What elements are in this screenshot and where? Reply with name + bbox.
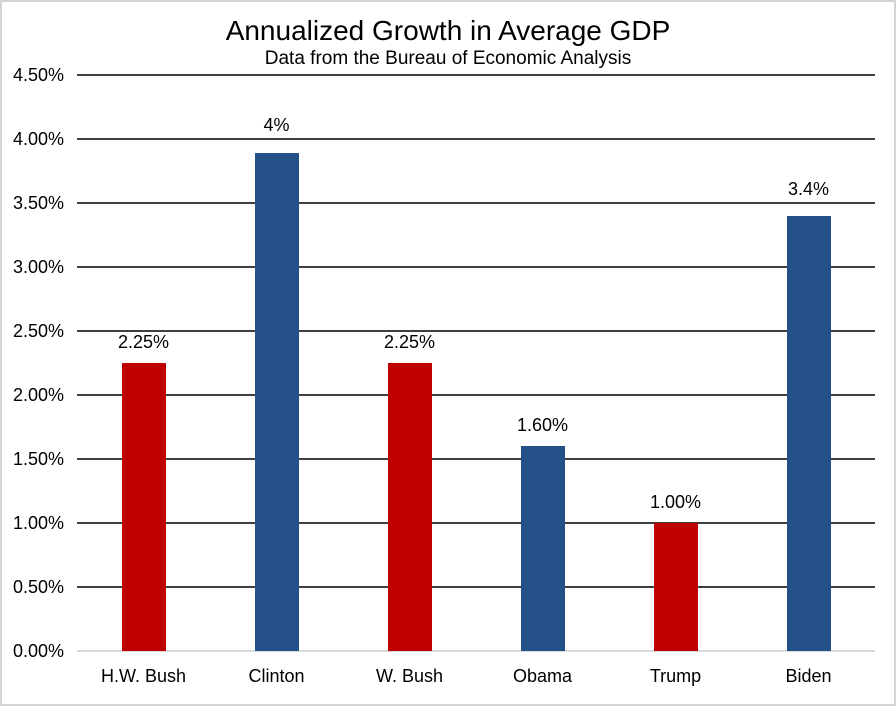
bar-value-label: 3.4% (787, 179, 830, 199)
gridline (77, 330, 875, 332)
bar (387, 363, 432, 651)
bar-value-label: 4% (263, 115, 290, 135)
gridline (77, 138, 875, 140)
x-axis-category-label: W. Bush (375, 666, 444, 686)
x-axis-category-label: H.W. Bush (100, 666, 187, 686)
bar (254, 153, 299, 651)
y-axis-tick-label: 1.50% (12, 449, 64, 469)
chart-subtitle: Data from the Bureau of Economic Analysi… (264, 48, 632, 69)
bar (520, 446, 565, 651)
y-axis-tick-label: 0.50% (12, 577, 64, 597)
y-axis-tick-label: 4.50% (12, 65, 64, 85)
gridline (77, 586, 875, 588)
x-axis-baseline (77, 650, 875, 652)
x-axis-category-label: Trump (649, 666, 702, 686)
bar-value-label: 1.00% (649, 492, 702, 512)
gridline (77, 394, 875, 396)
gridline (77, 266, 875, 268)
x-axis: H.W. Bush Clinton W. Bush Obama Trump Biden (77, 651, 875, 695)
bar (786, 215, 831, 651)
y-axis-tick-label: 4.00% (12, 129, 64, 149)
x-axis-category-label: Clinton (248, 666, 305, 686)
bar (121, 363, 166, 651)
x-axis-category-label: Obama (512, 666, 573, 686)
y-axis-tick-label: 3.50% (12, 193, 64, 213)
x-axis-category-label: Biden (785, 666, 832, 686)
y-axis-tick-label: 0.00% (12, 641, 64, 661)
bar-value-label: 2.25% (117, 332, 170, 352)
y-axis-tick-label: 2.00% (12, 385, 64, 405)
y-axis-tick-label: 2.50% (12, 321, 64, 341)
gridline (77, 202, 875, 204)
y-axis-tick-label: 1.00% (12, 513, 64, 533)
plot-area: 2.25% 4% 2.25% 1.60% 1.00% 3.4% (77, 74, 875, 652)
y-axis: 0.00% 0.50% 1.00% 1.50% 2.00% 2.50% 3.00% 3.50%… (2, 65, 64, 661)
gridline (77, 522, 875, 524)
chart-title: Annualized Growth in Average GDP (225, 15, 671, 46)
gridline (77, 74, 875, 76)
y-axis-tick-label: 3.00% (12, 257, 64, 277)
bar-value-label: 2.25% (383, 332, 436, 352)
gridline (77, 458, 875, 460)
bar (653, 523, 698, 651)
bar-value-label: 1.60% (516, 415, 569, 436)
